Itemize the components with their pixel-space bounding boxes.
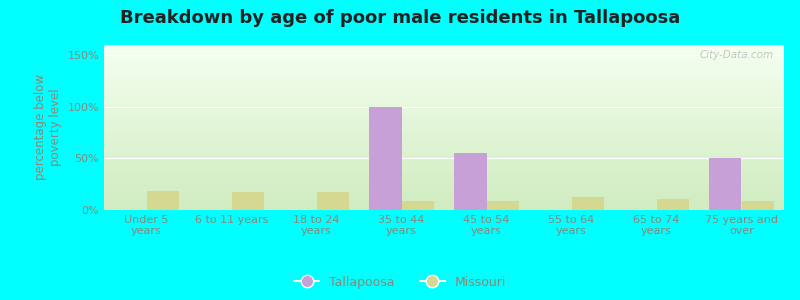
- Legend: Tallapoosa, Missouri: Tallapoosa, Missouri: [289, 271, 511, 294]
- Text: Breakdown by age of poor male residents in Tallapoosa: Breakdown by age of poor male residents …: [120, 9, 680, 27]
- Bar: [709, 158, 742, 210]
- Bar: [402, 201, 434, 210]
- Bar: [742, 201, 774, 210]
- Text: City-Data.com: City-Data.com: [700, 50, 774, 60]
- Bar: [146, 191, 179, 210]
- Bar: [486, 201, 518, 210]
- Y-axis label: percentage below
poverty level: percentage below poverty level: [34, 74, 62, 181]
- Bar: [657, 199, 689, 210]
- Bar: [571, 196, 604, 210]
- Bar: [231, 193, 264, 210]
- Bar: [317, 193, 349, 210]
- Bar: [370, 107, 402, 210]
- Bar: [454, 153, 486, 210]
